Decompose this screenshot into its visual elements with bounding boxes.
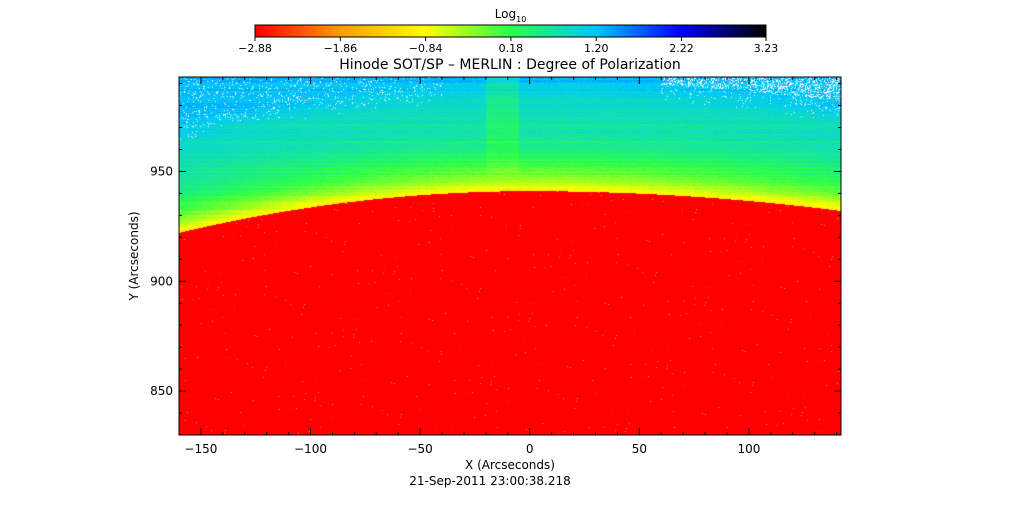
y-axis-label: Y (Arcseconds) bbox=[127, 211, 141, 301]
plot-frame bbox=[178, 76, 842, 436]
colorbar-tick-label: 0.18 bbox=[499, 42, 524, 55]
colorbar-tick-label: 1.20 bbox=[584, 42, 609, 55]
timestamp-footer: 21-Sep-2011 23:00:38.218 bbox=[409, 474, 571, 488]
colorbar-frame bbox=[254, 24, 767, 38]
polarization-map-image bbox=[179, 77, 841, 435]
colorbar-axes: −2.88 −1.86 −0.84 0.18 1.20 2.22 3.23 Log10 bbox=[238, 7, 778, 55]
colorbar-tick-label: −2.88 bbox=[238, 42, 272, 55]
plot-axes: Hinode SOT/SP – MERLIN : Degree of Polar… bbox=[127, 57, 842, 488]
x-tick-label: 100 bbox=[737, 442, 760, 456]
x-tick-label: 50 bbox=[632, 442, 647, 456]
y-tick-label: 950 bbox=[150, 164, 173, 178]
colorbar-label: Log10 bbox=[495, 7, 527, 24]
chart-title: Hinode SOT/SP – MERLIN : Degree of Polar… bbox=[339, 57, 681, 73]
x-axis-label: X (Arcseconds) bbox=[465, 458, 555, 472]
x-tick-label: 0 bbox=[526, 442, 534, 456]
x-tick-label: −50 bbox=[407, 442, 432, 456]
colorbar-tick-label: −0.84 bbox=[409, 42, 443, 55]
colorbar-tick-label: 3.23 bbox=[754, 42, 779, 55]
x-tick-label: −100 bbox=[294, 442, 327, 456]
colorbar-tick-label: 2.22 bbox=[669, 42, 694, 55]
y-tick-label: 850 bbox=[150, 384, 173, 398]
colorbar-gradient bbox=[255, 25, 766, 37]
colorbar-tick-label: −1.86 bbox=[323, 42, 357, 55]
x-tick-label: −150 bbox=[184, 442, 217, 456]
y-tick-label: 900 bbox=[150, 274, 173, 288]
